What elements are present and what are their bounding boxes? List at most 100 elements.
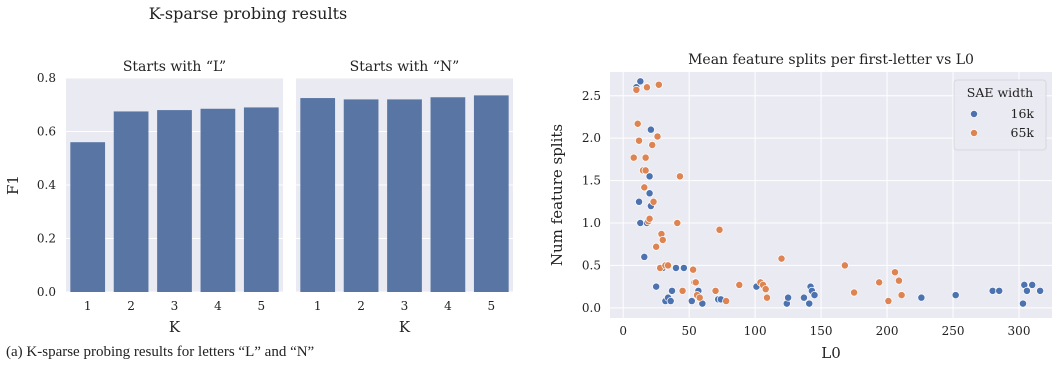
scatter-point-16k (635, 197, 643, 206)
scatter-point-65k (761, 285, 770, 294)
scatter-point-65k (891, 268, 899, 277)
scatter-point-16k (645, 172, 654, 181)
scatter-point-65k (640, 183, 649, 192)
bar (70, 142, 106, 292)
y-tick-label: 0.0 (582, 301, 601, 315)
y-tick-label: 0.0 (37, 285, 56, 299)
x-tick-label: 2 (127, 299, 135, 313)
scatter-point-65k (840, 261, 849, 270)
y-tick-label: 0.2 (37, 232, 56, 246)
x-tick-label: 300 (1008, 324, 1031, 338)
scatter-point-16k (1019, 299, 1027, 308)
scatter-point-16k (1022, 286, 1031, 295)
x-tick-label: 1 (314, 299, 322, 313)
scatter-point-65k (653, 132, 662, 141)
scatter-point-65k (777, 254, 786, 263)
x-tick-label: 2 (357, 299, 365, 313)
scatter-point-65k (635, 136, 643, 145)
y-axis-label: Num feature splits (548, 124, 566, 266)
x-tick-label: 3 (401, 299, 409, 313)
x-axis-label: K (169, 318, 181, 336)
scatter-point-16k (636, 77, 645, 86)
scatter-point-16k (1028, 280, 1037, 289)
legend-marker-16k (970, 110, 978, 118)
scatter-point-16k (672, 264, 680, 272)
scatter-title: Mean feature splits per first-letter vs … (688, 52, 974, 68)
scatter-point-16k (652, 282, 661, 291)
scatter-point-65k (654, 80, 663, 89)
scatter-point-65k (722, 297, 731, 305)
scatter-point-65k (711, 286, 720, 295)
scatter-point-65k (642, 83, 651, 92)
scatter-point-65k (633, 119, 642, 128)
scatter-point-16k (679, 264, 688, 272)
scatter-point-16k (800, 293, 808, 302)
bar (430, 97, 466, 292)
bar (343, 99, 379, 293)
y-tick-label: 2.5 (582, 89, 601, 103)
x-tick-label: 4 (214, 299, 222, 313)
legend-label-65k: 65k (1011, 125, 1035, 140)
y-tick-label: 0.5 (582, 258, 601, 272)
x-tick-label: 3 (171, 299, 179, 313)
scatter-point-16k (668, 286, 676, 295)
bar-chart-starts-with-n: 1 2 3 4 5 Starts with “N” K (296, 59, 513, 336)
y-tick-label: 0.6 (37, 125, 56, 139)
y-tick-label: 2.0 (582, 131, 601, 145)
x-tick-label: 250 (942, 324, 965, 338)
bar (387, 99, 422, 293)
left-figure-title: K-sparse probing results (149, 4, 348, 23)
scatter-point-16k (646, 125, 655, 134)
scatter-point-65k (649, 197, 658, 206)
scatter-point-65k (641, 153, 650, 162)
scatter-point-16k (917, 293, 926, 302)
scatter-point-65k (641, 166, 650, 175)
scatter-point-16k (687, 297, 696, 305)
scatter-point-16k (640, 252, 649, 261)
scatter-point-65k (691, 278, 700, 287)
x-tick-label: 200 (876, 324, 899, 338)
legend-label-16k: 16k (1011, 106, 1035, 121)
scatter-point-65k (715, 225, 724, 234)
bar (243, 107, 279, 292)
y-tick-label: 1.0 (582, 216, 601, 230)
y-axis-label: F1 (4, 175, 22, 195)
legend: SAE width 16k 65k (953, 79, 1047, 151)
bar (473, 95, 509, 292)
scatter-point-16k (645, 189, 654, 198)
scatter-point-65k (645, 214, 654, 223)
scatter-point-65k (850, 288, 859, 297)
panel-title: Starts with “L” (123, 59, 226, 75)
x-tick-label: 4 (444, 299, 452, 313)
scatter-point-65k (897, 291, 906, 300)
y-tick-label: 0.4 (37, 178, 56, 192)
x-tick-label: 0 (619, 324, 627, 338)
scatter-point-16k (810, 291, 819, 300)
x-tick-label: 5 (487, 299, 495, 313)
x-axis-label: K (399, 318, 411, 336)
x-tick-label: 50 (682, 324, 697, 338)
scatter-point-16k (666, 297, 675, 305)
scatter-point-65k (658, 236, 667, 244)
y-tick-label: 0.8 (37, 71, 56, 85)
scatter-point-65k (629, 153, 638, 162)
x-axis-label: L0 (821, 344, 841, 362)
scatter-point-16k (784, 293, 793, 302)
scatter-point-65k (673, 219, 682, 227)
scatter-point-65k (695, 293, 704, 302)
legend-marker-65k (970, 129, 978, 137)
scatter-point-16k (988, 286, 997, 295)
bar (200, 108, 236, 292)
scatter-point-65k (894, 276, 903, 285)
scatter-point-65k (664, 261, 673, 270)
panel-title: Starts with “N” (350, 59, 460, 75)
x-tick-label: 5 (257, 299, 265, 313)
scatter-chart-feature-splits: 0 50 100 150 200 250 300 0.0 0.5 1.0 1.5 2.0 2.5 Mean… (548, 52, 1052, 362)
scatter-point-65k (648, 141, 657, 149)
x-tick-label: 1 (84, 299, 92, 313)
legend-title: SAE width (967, 85, 1033, 100)
x-tick-label: 100 (744, 324, 767, 338)
x-tick-label: 150 (810, 324, 833, 338)
bar-chart-starts-with-l: 0.0 0.2 0.4 0.6 0.8 1 2 3 4 5 Starts with “L” K F1 (4, 59, 283, 336)
